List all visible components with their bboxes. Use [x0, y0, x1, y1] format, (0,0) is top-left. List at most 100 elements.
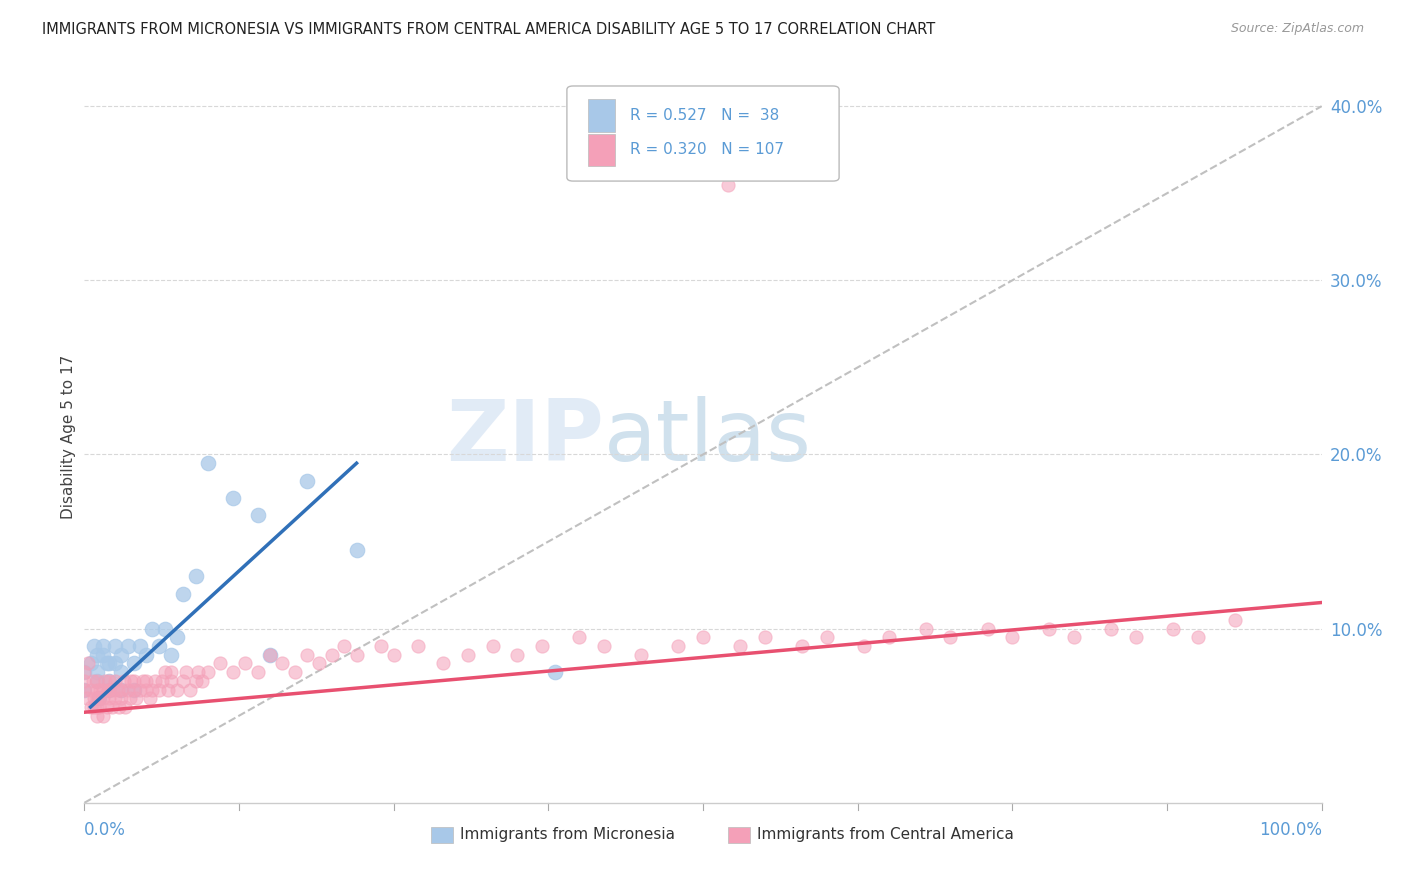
Point — [141, 622, 163, 636]
Point — [96, 700, 118, 714]
Point — [120, 691, 142, 706]
Point — [129, 639, 152, 653]
Point — [89, 682, 111, 697]
Point — [86, 682, 108, 697]
Point — [166, 631, 188, 645]
Point — [233, 657, 256, 671]
Point — [77, 657, 100, 671]
Point — [89, 691, 111, 706]
Point — [73, 673, 96, 688]
Point — [295, 648, 318, 662]
Point — [89, 691, 111, 706]
Point — [1161, 622, 1184, 636]
Point — [593, 639, 616, 653]
Point — [172, 587, 194, 601]
Point — [1223, 613, 1246, 627]
Point — [148, 639, 170, 653]
Point — [86, 691, 108, 706]
Point — [131, 673, 153, 688]
Point — [91, 708, 114, 723]
Point — [432, 657, 454, 671]
Point — [271, 657, 294, 671]
Point — [129, 682, 152, 697]
Point — [148, 682, 170, 697]
Point — [73, 682, 96, 697]
Point — [457, 648, 479, 662]
Point — [104, 691, 127, 706]
Point — [259, 648, 281, 662]
Point — [73, 665, 96, 680]
Point — [79, 657, 101, 671]
Point — [100, 700, 122, 714]
Point — [284, 665, 307, 680]
Text: Immigrants from Micronesia: Immigrants from Micronesia — [461, 828, 675, 842]
Point — [82, 673, 104, 688]
Bar — [430, 827, 453, 843]
Point — [76, 691, 98, 706]
Point — [346, 543, 368, 558]
Point — [531, 639, 554, 653]
Point — [114, 700, 136, 714]
Point — [172, 673, 194, 688]
Bar — [728, 827, 749, 843]
Point — [110, 665, 132, 680]
Point — [83, 691, 105, 706]
Point — [1187, 631, 1209, 645]
Point — [86, 673, 108, 688]
Point — [101, 682, 124, 697]
Point — [117, 682, 139, 697]
Point — [382, 648, 405, 662]
Point — [125, 691, 148, 706]
Point — [815, 631, 838, 645]
Point — [506, 648, 529, 662]
Point — [321, 648, 343, 662]
Point — [728, 639, 751, 653]
Point — [408, 639, 430, 653]
Point — [939, 631, 962, 645]
Point — [110, 648, 132, 662]
Point — [754, 631, 776, 645]
Point — [139, 691, 162, 706]
Point — [79, 700, 101, 714]
Text: 100.0%: 100.0% — [1258, 821, 1322, 839]
Point — [543, 665, 565, 680]
Point — [86, 673, 108, 688]
Point — [717, 178, 740, 192]
Point — [117, 639, 139, 653]
Text: R = 0.320   N = 107: R = 0.320 N = 107 — [630, 143, 785, 158]
Point — [222, 665, 245, 680]
Point — [135, 673, 157, 688]
Point — [150, 673, 173, 688]
Point — [246, 508, 269, 523]
Text: atlas: atlas — [605, 395, 813, 479]
Point — [91, 648, 114, 662]
Point — [86, 665, 108, 680]
Point — [308, 657, 330, 671]
Point — [1001, 631, 1024, 645]
Point — [191, 673, 214, 688]
Point — [333, 639, 356, 653]
Point — [222, 491, 245, 505]
Point — [852, 639, 875, 653]
Text: IMMIGRANTS FROM MICRONESIA VS IMMIGRANTS FROM CENTRAL AMERICA DISABILITY AGE 5 T: IMMIGRANTS FROM MICRONESIA VS IMMIGRANTS… — [42, 22, 935, 37]
Point — [790, 639, 813, 653]
Point — [692, 631, 714, 645]
Point — [91, 691, 114, 706]
Point — [122, 682, 145, 697]
Text: Immigrants from Central America: Immigrants from Central America — [758, 828, 1014, 842]
Point — [166, 682, 188, 697]
Point — [98, 691, 121, 706]
Point — [481, 639, 503, 653]
Point — [122, 673, 145, 688]
Point — [153, 622, 176, 636]
Point — [160, 673, 183, 688]
Bar — [588, 134, 616, 167]
Point — [370, 639, 392, 653]
Point — [153, 665, 176, 680]
Point — [295, 474, 318, 488]
Point — [91, 682, 114, 697]
Point — [108, 700, 131, 714]
Text: ZIP: ZIP — [446, 395, 605, 479]
Point — [73, 682, 96, 697]
Point — [160, 665, 183, 680]
